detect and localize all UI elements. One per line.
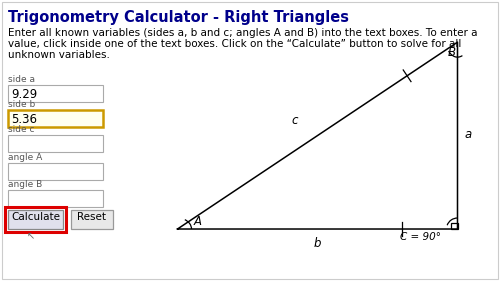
Text: Reset: Reset [78,212,106,222]
Text: unknown variables.: unknown variables. [8,50,110,60]
FancyBboxPatch shape [8,110,103,127]
FancyBboxPatch shape [8,85,103,102]
Text: B: B [448,46,456,59]
Text: angle B: angle B [8,180,42,189]
Text: a: a [465,128,472,141]
Text: side c: side c [8,125,34,134]
Text: angle A: angle A [8,153,42,162]
Text: Calculate: Calculate [11,212,60,222]
FancyBboxPatch shape [8,163,103,180]
Text: side b: side b [8,100,35,109]
Text: b: b [314,237,321,250]
Text: 5.36: 5.36 [11,113,37,126]
Text: c: c [291,114,298,127]
Text: 9.29: 9.29 [11,88,37,101]
Text: A: A [194,215,202,228]
FancyBboxPatch shape [8,135,103,152]
FancyBboxPatch shape [71,210,113,229]
Text: Enter all known variables (sides a, b and c; angles A and B) into the text boxes: Enter all known variables (sides a, b an… [8,28,478,38]
Text: ↖: ↖ [26,231,34,241]
Text: value, click inside one of the text boxes. Click on the “Calculate” button to so: value, click inside one of the text boxe… [8,39,462,49]
FancyBboxPatch shape [8,210,63,229]
Text: C = 90°: C = 90° [400,232,441,242]
Text: Trigonometry Calculator - Right Triangles: Trigonometry Calculator - Right Triangle… [8,10,349,25]
FancyBboxPatch shape [8,190,103,207]
FancyBboxPatch shape [2,2,498,279]
Text: side a: side a [8,75,35,84]
